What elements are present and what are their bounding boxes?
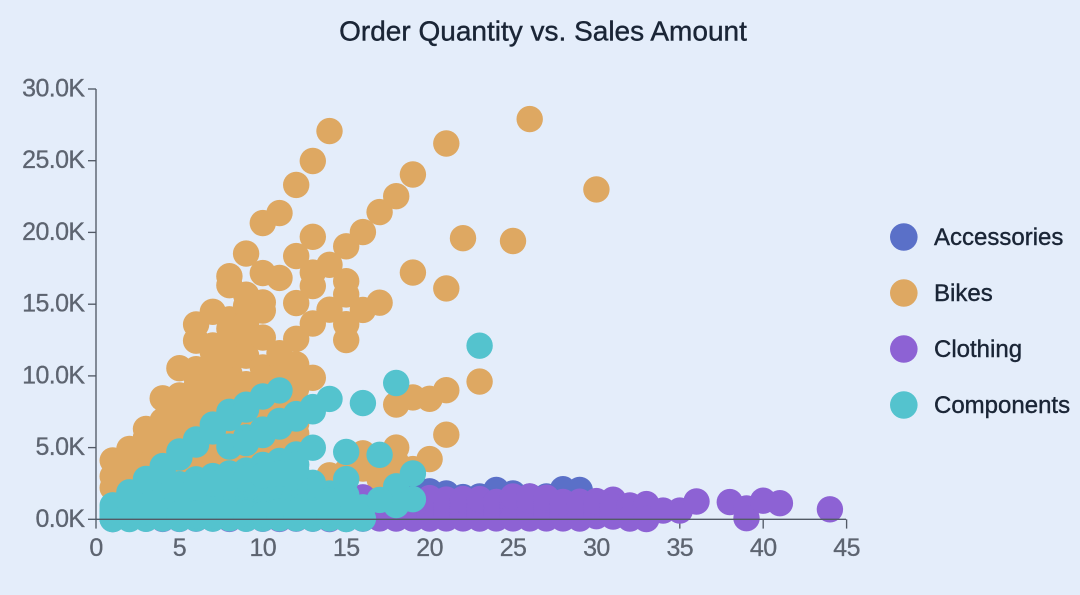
svg-text:5: 5 bbox=[173, 534, 186, 562]
svg-text:Components: Components bbox=[934, 392, 1070, 419]
svg-text:Clothing: Clothing bbox=[934, 336, 1022, 363]
svg-text:20: 20 bbox=[416, 534, 443, 562]
svg-text:40: 40 bbox=[750, 534, 777, 562]
svg-text:Bikes: Bikes bbox=[934, 280, 993, 307]
svg-text:45: 45 bbox=[833, 534, 860, 562]
svg-text:25.0K: 25.0K bbox=[22, 146, 85, 174]
svg-text:20.0K: 20.0K bbox=[22, 218, 85, 246]
svg-text:30.0K: 30.0K bbox=[22, 75, 85, 103]
svg-text:15.0K: 15.0K bbox=[22, 290, 85, 318]
svg-text:30: 30 bbox=[583, 534, 610, 562]
svg-text:0.0K: 0.0K bbox=[35, 505, 85, 533]
svg-text:Accessories: Accessories bbox=[934, 224, 1063, 251]
svg-text:15: 15 bbox=[333, 534, 360, 562]
svg-text:5.0K: 5.0K bbox=[35, 433, 85, 461]
svg-text:10: 10 bbox=[249, 534, 276, 562]
svg-text:25: 25 bbox=[500, 534, 527, 562]
svg-text:0: 0 bbox=[89, 534, 102, 562]
svg-text:35: 35 bbox=[666, 534, 693, 562]
svg-text:10.0K: 10.0K bbox=[22, 361, 85, 389]
svg-text:Order Quantity vs. Sales Amoun: Order Quantity vs. Sales Amount bbox=[339, 16, 747, 47]
